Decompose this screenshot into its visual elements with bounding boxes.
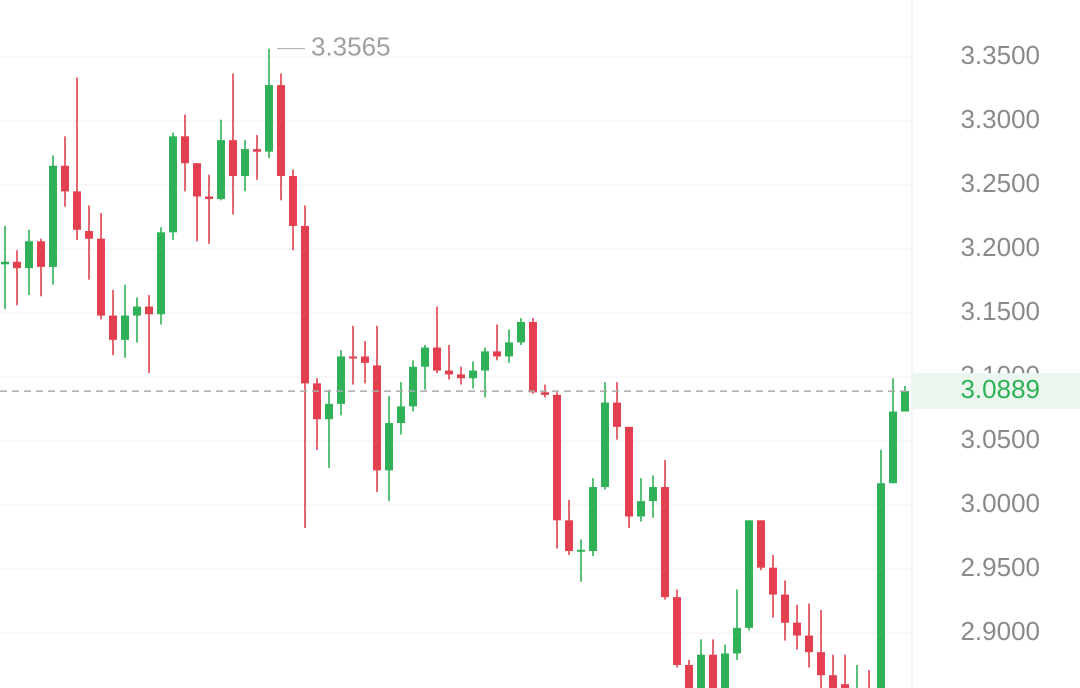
candle-body (325, 403, 333, 420)
candle-body (781, 594, 789, 623)
candle-body (841, 684, 849, 688)
candle-body (349, 356, 357, 359)
candle-body (505, 342, 513, 357)
y-tick-label: 3.2000 (960, 232, 1040, 262)
candle-body (49, 165, 57, 267)
y-tick-label: 3.3000 (960, 104, 1040, 134)
candle-body (721, 653, 729, 688)
candle-body (469, 370, 477, 379)
candle-body (637, 501, 645, 517)
candle-body (193, 163, 201, 197)
candle-body (145, 306, 153, 315)
candle-body (337, 356, 345, 404)
max-price-label: 3.3565 (311, 32, 391, 62)
candle-body (817, 652, 825, 676)
candle-body (121, 315, 129, 340)
candle-body (769, 567, 777, 595)
y-tick-label: 2.9500 (960, 552, 1040, 582)
last-price-label: 3.0889 (960, 374, 1040, 404)
candle-body (565, 520, 573, 552)
y-tick-label: 3.3500 (960, 40, 1040, 70)
candle-body (397, 406, 405, 424)
candle-body (241, 149, 249, 176)
candle-body (13, 261, 21, 269)
candle-body (313, 383, 321, 420)
last-price-box (913, 373, 1080, 410)
candle-body (733, 627, 741, 654)
candle-body (673, 597, 681, 665)
candle-body (217, 140, 225, 200)
candle-body (541, 392, 549, 395)
candle-body (421, 347, 429, 367)
candle-body (577, 549, 585, 552)
candle-body (157, 232, 165, 315)
candle-body (433, 347, 441, 371)
candle-body (289, 176, 297, 226)
candle-body (253, 149, 261, 152)
y-tick-label: 3.0500 (960, 424, 1040, 454)
candle-body (805, 635, 813, 653)
candle-body (301, 225, 309, 384)
candle-body (25, 241, 33, 269)
candle-body (277, 85, 285, 176)
candle-body (1, 261, 9, 265)
candle-body (361, 356, 369, 363)
candle-body (85, 231, 93, 239)
candle-body (109, 315, 117, 340)
candle-body (889, 411, 897, 484)
candle-body (385, 423, 393, 471)
candle-body (829, 675, 837, 688)
candle-body (481, 351, 489, 371)
y-tick-label: 3.0000 (960, 488, 1040, 518)
candle-body (553, 394, 561, 521)
candle-body (589, 487, 597, 552)
candle-body (61, 165, 69, 192)
candle-body (745, 520, 753, 628)
candle-body (757, 520, 765, 568)
candle-body (625, 426, 633, 517)
candle-body (205, 196, 213, 200)
candle-body (229, 140, 237, 176)
candle-body (181, 136, 189, 164)
y-tick-label: 3.2500 (960, 168, 1040, 198)
candle-body (493, 351, 501, 357)
candle-body (601, 402, 609, 488)
candle-body (97, 238, 105, 316)
candle-body (37, 241, 45, 267)
candle-body (445, 370, 453, 375)
y-tick-label: 3.1500 (960, 296, 1040, 326)
candle-body (649, 487, 657, 502)
candle-body (169, 136, 177, 233)
candle-body (877, 483, 885, 688)
candle-body (73, 191, 81, 230)
candle-body (661, 487, 669, 598)
candle-body (709, 654, 717, 688)
candle-body (409, 366, 417, 407)
candle-body (457, 374, 465, 379)
candle-body (133, 306, 141, 316)
y-tick-label: 2.9000 (960, 616, 1040, 646)
candle-body (613, 402, 621, 427)
candle-body (373, 365, 381, 471)
candle-body (697, 654, 705, 688)
candle-body (901, 391, 909, 412)
candle-body (265, 85, 273, 152)
plot-area (1, 48, 909, 688)
candle-body (793, 622, 801, 636)
candle-body (685, 664, 693, 688)
candle-body (517, 321, 525, 343)
candle-body (529, 321, 537, 393)
